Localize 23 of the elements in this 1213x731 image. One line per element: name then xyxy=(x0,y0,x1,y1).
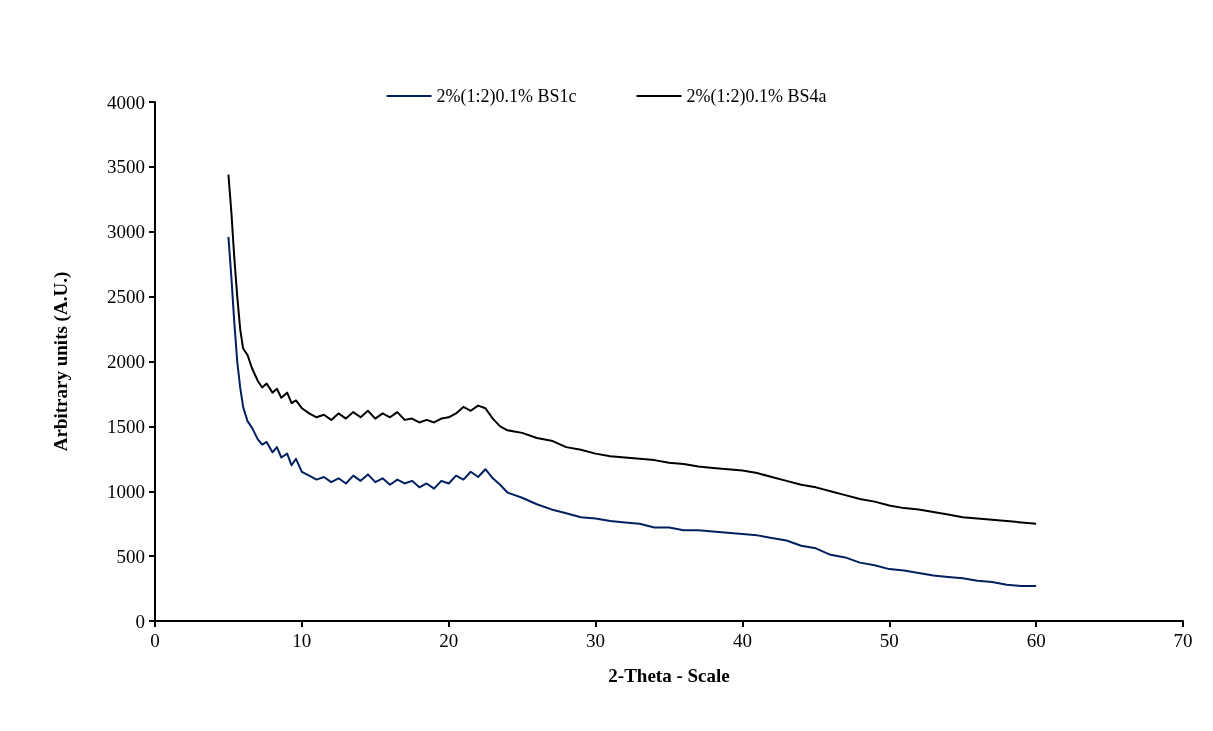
y-tick-label: 0 xyxy=(135,610,145,632)
x-tick-label: 30 xyxy=(586,630,606,651)
x-tick-label: 0 xyxy=(150,630,160,651)
y-tick-label: 500 xyxy=(116,545,145,567)
line-series xyxy=(227,235,1038,587)
line-series xyxy=(227,173,1038,525)
y-tick-label: 1500 xyxy=(107,415,145,437)
x-tick-label: 40 xyxy=(732,630,752,651)
x-tick-label: 10 xyxy=(292,630,312,651)
y-tick-label: 3000 xyxy=(107,221,145,243)
x-axis-title: 2-Theta - Scale xyxy=(608,665,730,686)
x-tick-label: 70 xyxy=(1173,630,1193,651)
x-tick-label: 50 xyxy=(879,630,899,651)
y-tick-label: 1000 xyxy=(107,480,145,502)
y-tick-label: 2500 xyxy=(107,286,145,308)
legend-label: 2%(1:2)0.1% BS4a xyxy=(686,86,827,107)
y-tick-label: 2000 xyxy=(107,351,145,372)
x-tick-label: 60 xyxy=(1026,630,1046,651)
y-axis-title: Arbitrary units (A.U.) xyxy=(50,271,72,452)
y-tick-label: 4000 xyxy=(107,91,145,113)
x-tick-label: 20 xyxy=(439,630,459,651)
y-tick-label: 3500 xyxy=(107,156,145,178)
legend-label: 2%(1:2)0.1% BS1c xyxy=(436,86,577,107)
